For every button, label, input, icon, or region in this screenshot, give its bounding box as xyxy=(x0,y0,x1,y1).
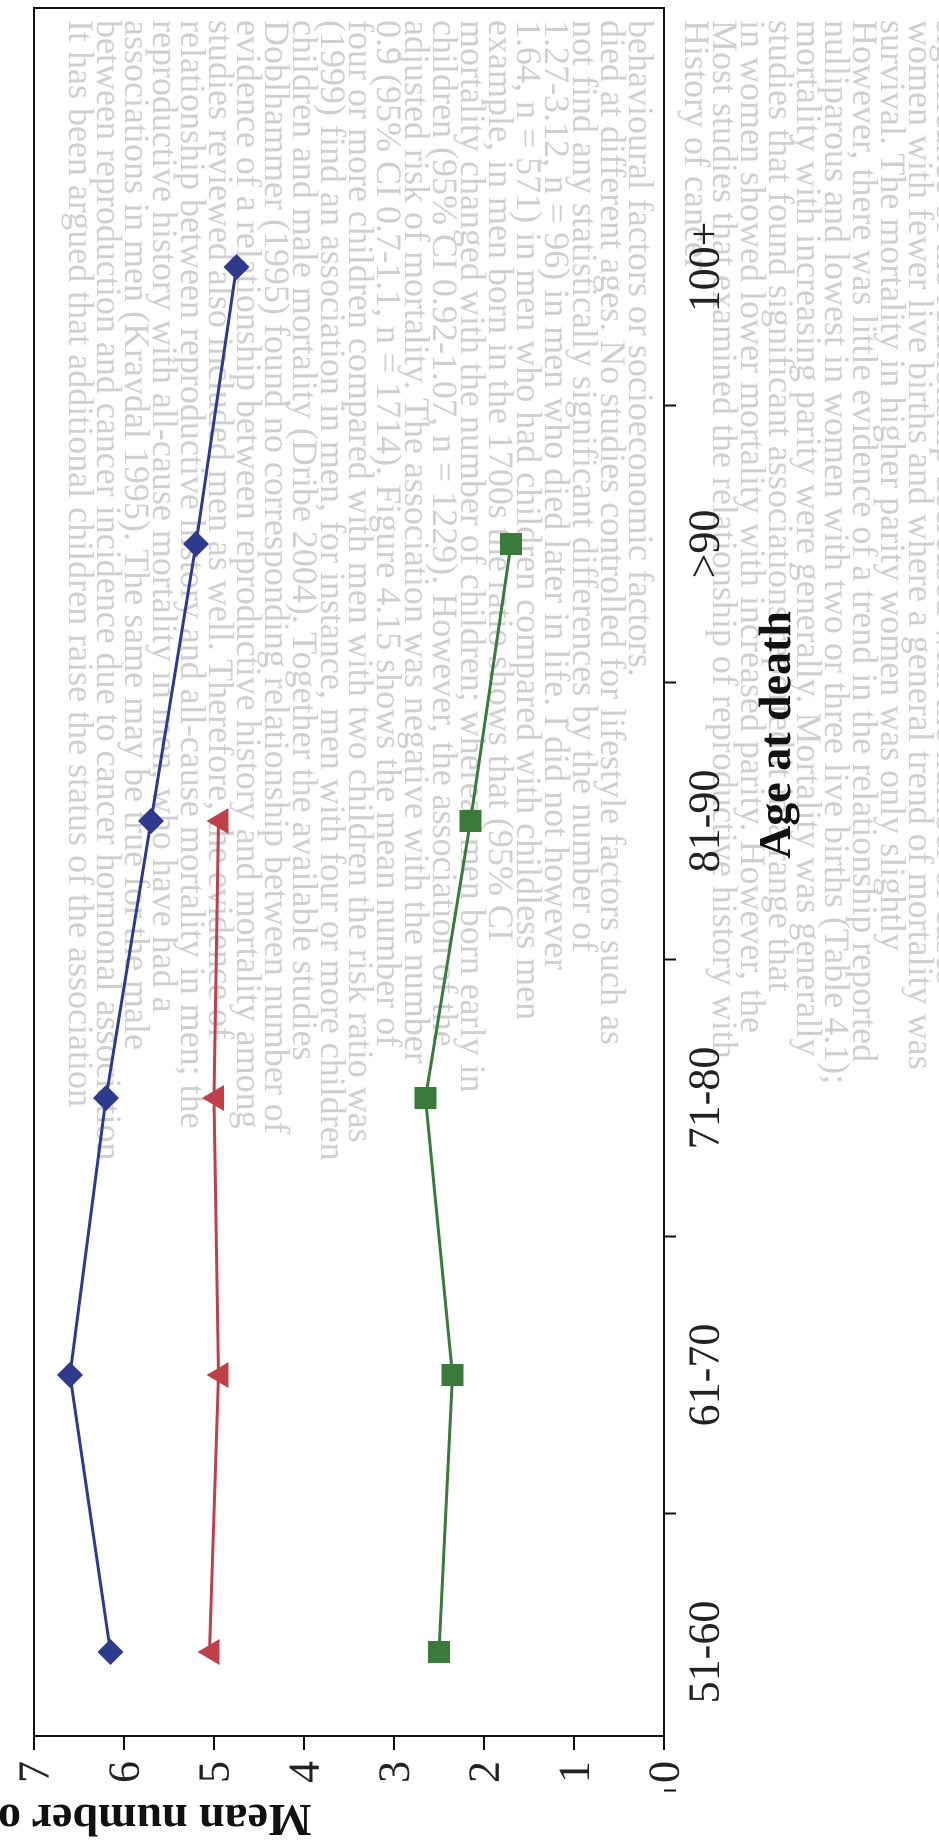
x-tick-label: 71-80 xyxy=(680,1047,729,1150)
series-line xyxy=(68,266,238,1653)
y-tick-label: 6 xyxy=(100,1761,149,1783)
plot-area xyxy=(33,7,665,1737)
data-point xyxy=(57,1362,83,1388)
y-tick-label: 5 xyxy=(190,1761,239,1783)
data-point xyxy=(197,1639,220,1665)
data-point xyxy=(93,1085,119,1111)
data-point xyxy=(206,808,229,834)
y-tick-label: 0 xyxy=(640,1761,689,1783)
x-axis-title: Age at death xyxy=(749,611,800,859)
data-point xyxy=(97,1639,124,1665)
data-point xyxy=(428,1641,450,1663)
x-tick-label: 61-70 xyxy=(680,1324,729,1427)
x-axis-ticks: 51-60 61-70 71-80 81-90 >90 100+ xyxy=(664,222,729,1792)
data-point xyxy=(500,533,522,555)
series-2 xyxy=(197,808,229,1665)
series-line xyxy=(423,543,513,1653)
series-line xyxy=(208,820,221,1653)
y-tick-label: 3 xyxy=(370,1761,419,1783)
data-point xyxy=(441,1364,464,1386)
x-tick-label: >90 xyxy=(680,510,729,579)
y-tick-label: 7 xyxy=(10,1761,59,1783)
y-tick-label: 4 xyxy=(280,1761,329,1783)
x-tick-label: 81-90 xyxy=(680,770,729,873)
x-tick-label: 100+ xyxy=(680,222,729,313)
x-tick-label: 51-60 xyxy=(680,1601,729,1704)
y-axis-ticks: 0 1 2 3 4 5 6 7 xyxy=(10,1736,689,1783)
data-point xyxy=(414,1087,437,1109)
series-1 xyxy=(57,254,250,1665)
y-axis-title: Mean number of children xyxy=(0,1795,312,1843)
data-point xyxy=(138,808,164,834)
data-point xyxy=(223,254,250,280)
y-tick-label: 1 xyxy=(550,1761,599,1783)
data-point xyxy=(183,531,209,557)
data-point xyxy=(202,1085,224,1111)
series-layer xyxy=(57,254,522,1665)
data-point xyxy=(206,1362,229,1388)
y-tick-label: 2 xyxy=(460,1761,509,1783)
data-point xyxy=(459,810,482,832)
series-3 xyxy=(414,533,522,1663)
